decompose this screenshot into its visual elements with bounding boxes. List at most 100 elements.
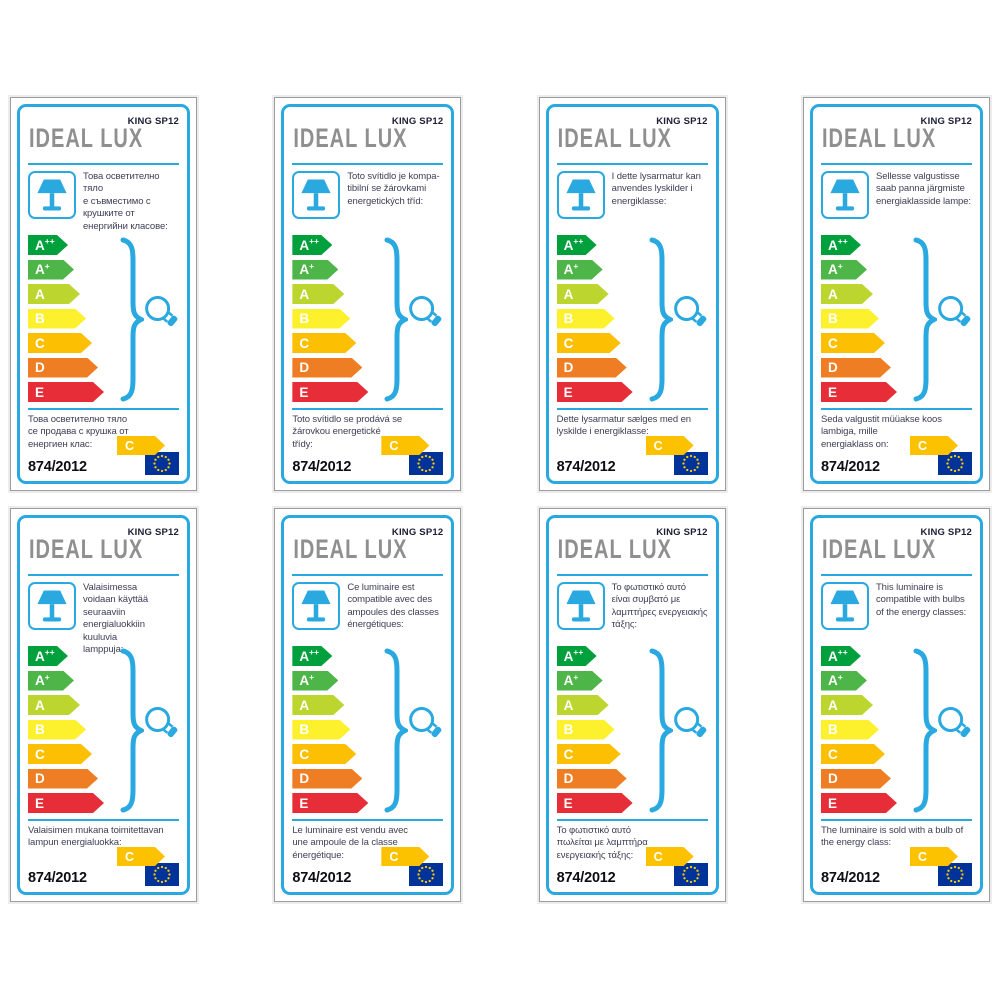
energy-class-letter: C bbox=[299, 746, 310, 762]
energy-class-arrow: E bbox=[28, 382, 104, 402]
eu-flag-icon bbox=[673, 863, 708, 886]
energy-class-arrow: D bbox=[821, 769, 891, 789]
sold-with-section: The luminaire is sold with a bulb of the… bbox=[821, 825, 972, 863]
brand-logo: IDEAL LUX bbox=[293, 534, 408, 565]
sold-with-text: The luminaire is sold with a bulb of the… bbox=[820, 825, 964, 849]
sold-with-text: Seda valgustit müüakse koos lambiga, mil… bbox=[820, 414, 942, 450]
sold-with-text: Το φωτιστικό αυτό πωλείται με λαμπτήρα ε… bbox=[556, 825, 648, 861]
sold-with-text: Valaisimen mukana toimitettavan lampun e… bbox=[28, 825, 164, 849]
energy-class-arrow: A ++ bbox=[557, 235, 597, 255]
energy-class-letter: B bbox=[35, 722, 45, 737]
energy-label-frame: IDEAL LUX KING SP12 Toto svítidlo je kom… bbox=[281, 104, 455, 484]
energy-class-letter: A bbox=[35, 673, 45, 688]
divider bbox=[28, 163, 179, 165]
divider bbox=[292, 163, 444, 165]
energy-label-frame: IDEAL LUX KING SP12 I dette lysarmatur k… bbox=[545, 104, 719, 484]
energy-class-arrow: A + bbox=[821, 260, 867, 280]
sold-with-text: Dette lysarmatur sælges med en lyskilde … bbox=[556, 414, 691, 438]
energy-class-arrow: D bbox=[292, 358, 362, 378]
energy-class-arrow: A bbox=[292, 695, 344, 715]
energy-class-letter: D bbox=[299, 360, 310, 375]
energy-class-letter: A bbox=[299, 237, 310, 253]
energy-class-letter: A bbox=[827, 648, 838, 664]
energy-class-arrow: C bbox=[821, 744, 885, 764]
compatibility-row: Това осветително тяло е съвместимо с кру… bbox=[28, 171, 179, 233]
sold-with-section: Seda valgustit müüakse koos lambiga, mil… bbox=[821, 414, 972, 452]
sold-with-section: Това осветително тяло се продава с крушк… bbox=[28, 414, 179, 452]
energy-class-arrow: C bbox=[292, 744, 356, 764]
energy-class-arrow: C bbox=[821, 333, 885, 353]
brand-logo: IDEAL LUX bbox=[29, 123, 144, 154]
compatibility-text: This luminaire is compatible with bulbs … bbox=[875, 582, 967, 618]
energy-class-arrow: E bbox=[821, 793, 897, 813]
energy-label-frame: IDEAL LUX KING SP12 Ce luminaire est com… bbox=[281, 515, 455, 895]
compatibility-text: Ce luminaire est compatible avec des amp… bbox=[347, 582, 439, 631]
energy-class-letter: A bbox=[299, 697, 310, 713]
model-name: KING SP12 bbox=[127, 116, 179, 127]
eu-flag-icon bbox=[937, 452, 972, 475]
energy-class-letter: A bbox=[827, 697, 838, 713]
energy-class-arrow: A bbox=[28, 695, 80, 715]
model-name: KING SP12 bbox=[920, 527, 972, 538]
energy-class-arrow: A bbox=[821, 695, 873, 715]
energy-class-letter: B bbox=[35, 311, 45, 326]
sold-with-section: Dette lysarmatur sælges med en lyskilde … bbox=[557, 414, 708, 452]
bulb-class-letter: C bbox=[389, 849, 399, 864]
energy-class-letter: A bbox=[563, 673, 574, 688]
label-header: IDEAL LUX KING SP12 bbox=[28, 113, 179, 161]
table-lamp-icon bbox=[37, 179, 67, 211]
energy-label-frame: IDEAL LUX KING SP12 This luminaire is co… bbox=[809, 515, 983, 895]
energy-class-arrow: B bbox=[557, 309, 615, 329]
energy-class-letter: D bbox=[563, 360, 574, 375]
regulation-number: 874/2012 bbox=[556, 459, 616, 475]
energy-class-arrow: A + bbox=[28, 671, 74, 691]
light-bulb-icon bbox=[145, 707, 178, 738]
divider bbox=[556, 408, 708, 410]
model-name: KING SP12 bbox=[656, 527, 708, 538]
compatibility-text: Това осветително тяло е съвместимо с кру… bbox=[83, 171, 168, 232]
energy-class-letter: D bbox=[563, 771, 574, 786]
bulb-class-arrow: C bbox=[117, 436, 165, 455]
table-lamp-icon bbox=[37, 590, 67, 622]
light-bulb-icon bbox=[938, 296, 971, 327]
bulb-class-letter: C bbox=[125, 849, 135, 864]
energy-class-letter: C bbox=[299, 335, 310, 351]
lamp-icon-box bbox=[556, 171, 605, 219]
regulation-number: 874/2012 bbox=[820, 870, 880, 886]
label-header: IDEAL LUX KING SP12 bbox=[557, 524, 708, 572]
energy-class-letter: D bbox=[827, 360, 838, 375]
energy-class-letter: A bbox=[299, 673, 310, 688]
brand-logo: IDEAL LUX bbox=[557, 123, 672, 154]
model-name: KING SP12 bbox=[920, 116, 972, 127]
sold-with-section: Valaisimen mukana toimitettavan lampun e… bbox=[28, 825, 179, 863]
regulation-number: 874/2012 bbox=[292, 459, 352, 475]
divider bbox=[292, 408, 444, 410]
energy-label: IDEAL LUX KING SP12 I dette lysarmatur k… bbox=[538, 97, 726, 491]
brand-logo: IDEAL LUX bbox=[557, 534, 672, 565]
label-header: IDEAL LUX KING SP12 bbox=[28, 524, 179, 572]
brace-icon bbox=[120, 237, 144, 402]
energy-class-arrow: B bbox=[292, 309, 350, 329]
energy-label: IDEAL LUX KING SP12 Това осветително тял… bbox=[10, 97, 197, 491]
table-lamp-icon bbox=[566, 179, 596, 211]
energy-class-letter: A bbox=[827, 262, 838, 277]
energy-label: IDEAL LUX KING SP12 Sellesse valgustisse… bbox=[802, 97, 990, 491]
label-footer: 874/2012 bbox=[557, 863, 708, 887]
label-footer: 874/2012 bbox=[821, 863, 972, 887]
energy-label: IDEAL LUX KING SP12 Toto svítidlo je kom… bbox=[274, 97, 462, 491]
divider bbox=[820, 163, 972, 165]
energy-class-letter: A bbox=[827, 237, 838, 253]
energy-class-arrow: A ++ bbox=[557, 646, 597, 666]
energy-class-letter: A bbox=[35, 286, 45, 302]
energy-class-letter: A bbox=[827, 673, 838, 688]
energy-label: IDEAL LUX KING SP12 Valaisimessa voidaan… bbox=[10, 508, 197, 902]
energy-class-arrow: A bbox=[28, 284, 80, 304]
label-footer: 874/2012 bbox=[28, 863, 179, 887]
regulation-number: 874/2012 bbox=[556, 870, 616, 886]
lamp-icon-box bbox=[820, 171, 869, 219]
energy-class-arrow: A ++ bbox=[292, 646, 332, 666]
label-footer: 874/2012 bbox=[557, 452, 708, 476]
bulb-class-arrow: C bbox=[646, 436, 694, 455]
sold-with-text: Toto svítidlo se prodává se žárovkou ene… bbox=[292, 414, 403, 450]
label-header: IDEAL LUX KING SP12 bbox=[821, 524, 972, 572]
